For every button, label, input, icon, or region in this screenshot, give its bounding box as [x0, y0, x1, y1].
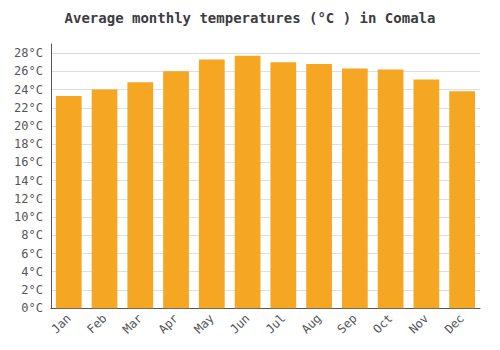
svg-text:4°C: 4°C [21, 265, 43, 279]
svg-text:14°C: 14°C [14, 174, 43, 188]
svg-text:6°C: 6°C [21, 247, 43, 261]
svg-text:22°C: 22°C [14, 101, 43, 115]
svg-text:8°C: 8°C [21, 228, 43, 242]
svg-text:2°C: 2°C [21, 283, 43, 297]
svg-text:24°C: 24°C [14, 83, 43, 97]
svg-text:Oct: Oct [370, 311, 395, 336]
svg-text:Nov: Nov [406, 311, 431, 336]
svg-text:Aug: Aug [299, 311, 324, 336]
svg-text:Feb: Feb [84, 311, 109, 336]
svg-text:Average monthly temperatures (: Average monthly temperatures (°C ) in Co… [65, 10, 436, 26]
svg-text:Mar: Mar [120, 311, 145, 336]
svg-text:26°C: 26°C [14, 64, 43, 78]
svg-text:Jul: Jul [263, 311, 288, 336]
svg-text:16°C: 16°C [14, 155, 43, 169]
svg-text:20°C: 20°C [14, 119, 43, 133]
svg-text:Jan: Jan [49, 311, 74, 336]
svg-text:Jun: Jun [227, 311, 252, 336]
svg-text:28°C: 28°C [14, 46, 43, 60]
svg-text:18°C: 18°C [14, 137, 43, 151]
svg-text:12°C: 12°C [14, 192, 43, 206]
svg-text:Dec: Dec [442, 311, 467, 336]
svg-text:10°C: 10°C [14, 210, 43, 224]
svg-text:Apr: Apr [156, 311, 181, 336]
svg-text:Sep: Sep [335, 311, 360, 336]
svg-text:May: May [192, 311, 217, 336]
svg-text:0°C: 0°C [21, 301, 43, 315]
